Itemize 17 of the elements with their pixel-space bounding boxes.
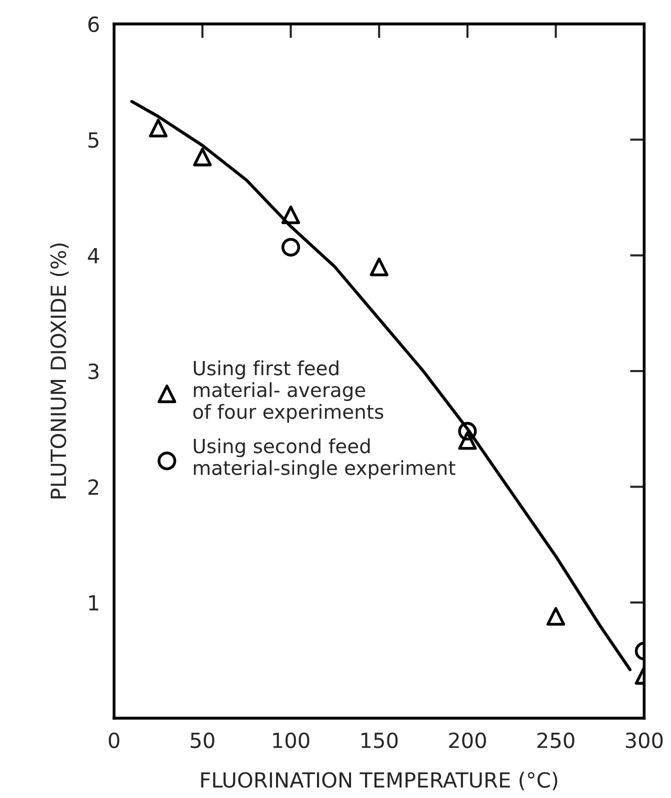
y-axis-title: PLUTONIUM DIOXIDE (%) [50, 244, 69, 498]
x-tick-label: 250 [537, 732, 574, 748]
y-tick-label: 3 [88, 364, 99, 380]
x-tick-label: 150 [362, 732, 398, 748]
y-tick-label: 5 [88, 132, 98, 148]
y-tick-label: 6 [88, 16, 99, 32]
y-tick-label: 1 [89, 595, 98, 610]
x-axis-title: FLUORINATION TEMPERATURE (°C) [201, 772, 558, 790]
y-tick-label: 4 [88, 248, 100, 264]
x-tick-label: 100 [273, 732, 310, 748]
x-tick-label: 200 [449, 732, 486, 748]
x-tick-label: 300 [626, 732, 663, 748]
legend-label: Using first feed material- average of four experiments [193, 360, 384, 423]
x-tick-label: 50 [190, 732, 214, 748]
legend-label: Using second feed material-single experiment [194, 438, 456, 479]
y-tick-label: 2 [88, 479, 98, 495]
x-tick-label: 0 [108, 732, 120, 748]
